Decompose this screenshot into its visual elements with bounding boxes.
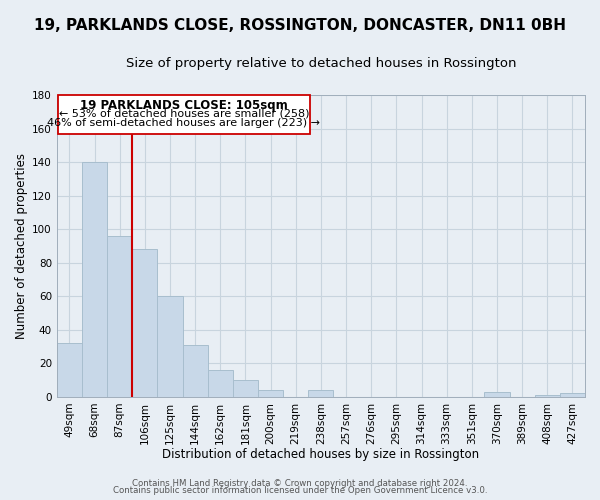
Y-axis label: Number of detached properties: Number of detached properties xyxy=(15,153,28,339)
Bar xyxy=(82,162,107,397)
FancyBboxPatch shape xyxy=(58,96,310,134)
Bar xyxy=(107,236,132,397)
Bar xyxy=(560,394,585,397)
Bar xyxy=(132,250,157,397)
Bar xyxy=(233,380,258,397)
Text: 19 PARKLANDS CLOSE: 105sqm: 19 PARKLANDS CLOSE: 105sqm xyxy=(80,100,287,112)
Text: Contains HM Land Registry data © Crown copyright and database right 2024.: Contains HM Land Registry data © Crown c… xyxy=(132,478,468,488)
Bar xyxy=(308,390,334,397)
Text: 46% of semi-detached houses are larger (223) →: 46% of semi-detached houses are larger (… xyxy=(47,118,320,128)
Text: Contains public sector information licensed under the Open Government Licence v3: Contains public sector information licen… xyxy=(113,486,487,495)
X-axis label: Distribution of detached houses by size in Rossington: Distribution of detached houses by size … xyxy=(163,448,479,461)
Bar xyxy=(484,392,509,397)
Bar xyxy=(535,395,560,397)
Text: ← 53% of detached houses are smaller (258): ← 53% of detached houses are smaller (25… xyxy=(59,108,309,118)
Bar xyxy=(258,390,283,397)
Bar xyxy=(182,345,208,397)
Title: Size of property relative to detached houses in Rossington: Size of property relative to detached ho… xyxy=(125,58,516,70)
Bar xyxy=(208,370,233,397)
Bar xyxy=(157,296,182,397)
Bar xyxy=(57,343,82,397)
Text: 19, PARKLANDS CLOSE, ROSSINGTON, DONCASTER, DN11 0BH: 19, PARKLANDS CLOSE, ROSSINGTON, DONCAST… xyxy=(34,18,566,32)
